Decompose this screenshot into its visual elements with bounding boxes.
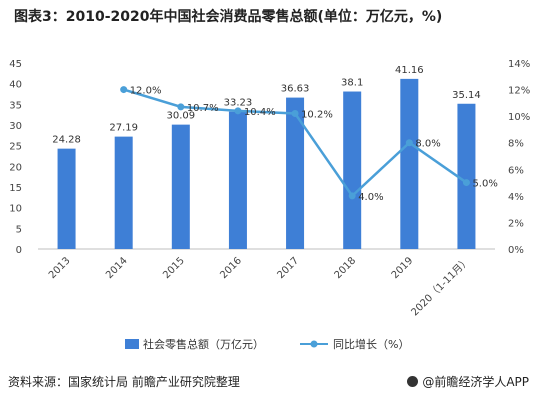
growth-point <box>120 86 128 94</box>
y-left-tick-label: 20 <box>9 162 22 173</box>
legend-line-marker <box>310 340 318 348</box>
bar <box>400 78 419 249</box>
legend-bar-label: 社会零售总额（万亿元） <box>143 337 264 351</box>
growth-value-label: 10.2% <box>301 109 333 120</box>
source-note: 资料来源：国家统计局 前瞻产业研究院整理 <box>8 375 240 389</box>
y-left-tick-label: 0 <box>16 245 22 256</box>
bar <box>228 111 247 250</box>
bar <box>171 124 190 249</box>
growth-point <box>234 107 242 115</box>
y-right-tick-label: 8% <box>508 139 524 150</box>
growth-point <box>348 192 356 200</box>
x-tick-label: 2013 <box>47 255 73 281</box>
bar-value-label: 35.14 <box>452 90 481 101</box>
y-left-tick-label: 30 <box>9 121 22 132</box>
x-tick-label: 2015 <box>161 255 187 281</box>
y-right-tick-label: 14% <box>508 59 530 70</box>
y-right-tick-label: 2% <box>508 218 524 229</box>
bar <box>286 97 305 249</box>
y-right-tick-label: 0% <box>508 245 524 256</box>
x-tick-label: 2020（1-11月） <box>409 255 473 319</box>
y-left-tick-label: 45 <box>9 59 22 70</box>
growth-point <box>177 103 185 111</box>
x-tick-label: 2017 <box>275 255 301 281</box>
y-left-tick-label: 40 <box>9 80 22 91</box>
growth-point <box>405 139 413 147</box>
growth-value-label: 12.0% <box>130 86 162 97</box>
y-right-tick-label: 6% <box>508 165 524 176</box>
y-left-tick-label: 25 <box>9 142 22 153</box>
bar-value-label: 27.19 <box>109 123 138 134</box>
bar <box>57 148 76 249</box>
bar <box>343 91 362 250</box>
bar-value-label: 41.16 <box>395 65 424 76</box>
y-left-tick-label: 5 <box>16 224 22 235</box>
brand-text: @前瞻经济学人APP <box>422 375 529 389</box>
x-tick-label: 2018 <box>333 255 359 281</box>
bar-value-label: 24.28 <box>52 135 81 146</box>
bar-value-label: 36.63 <box>281 84 310 95</box>
bar-value-label: 38.1 <box>341 78 363 89</box>
growth-value-label: 10.7% <box>187 103 219 114</box>
growth-point <box>291 109 299 117</box>
x-tick-label: 2016 <box>218 255 244 281</box>
growth-value-label: 4.0% <box>358 192 383 203</box>
x-tick-label: 2014 <box>104 255 130 281</box>
y-right-tick-label: 4% <box>508 192 524 203</box>
chart-title: 图表3：2010-2020年中国社会消费品零售总额(单位：万亿元，%) <box>14 9 443 25</box>
bar <box>114 136 133 249</box>
x-tick-label: 2019 <box>390 255 416 281</box>
legend-line-label: 同比增长（%） <box>333 337 409 351</box>
y-right-tick-label: 12% <box>508 86 530 97</box>
growth-value-label: 8.0% <box>415 139 440 150</box>
growth-value-label: 10.4% <box>244 107 276 118</box>
y-left-tick-label: 35 <box>9 100 22 111</box>
y-right-tick-label: 10% <box>508 112 530 123</box>
bar <box>457 103 476 249</box>
growth-value-label: 5.0% <box>472 179 497 190</box>
brand-credit: @前瞻经济学人APP <box>407 373 529 390</box>
qianzhan-logo-icon <box>407 376 419 387</box>
growth-point <box>462 179 470 187</box>
legend-bar-swatch <box>125 339 139 349</box>
y-left-tick-label: 10 <box>9 204 22 215</box>
bar-value-label: 33.23 <box>224 98 253 109</box>
y-left-tick-label: 15 <box>9 183 22 194</box>
bar-value-label: 30.09 <box>166 111 195 122</box>
